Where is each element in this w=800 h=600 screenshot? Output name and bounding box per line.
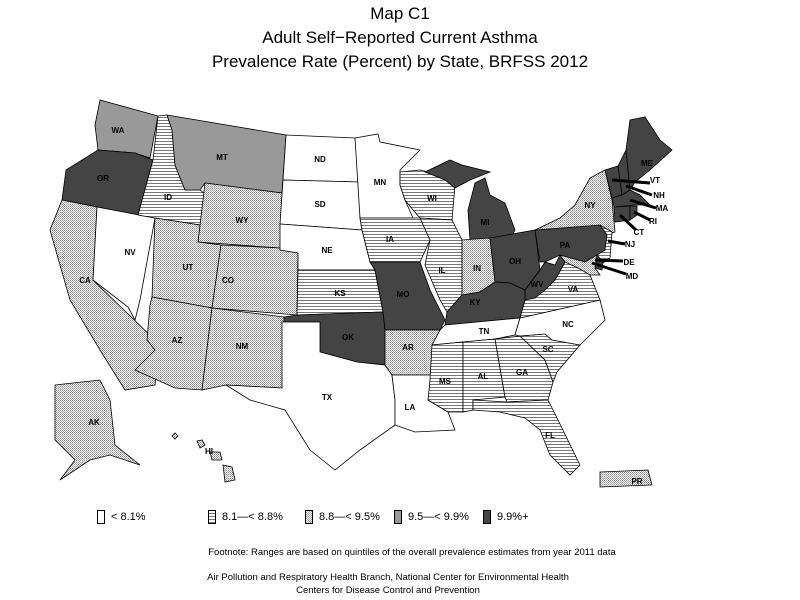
state-fl bbox=[472, 399, 581, 476]
state-label-ky: KY bbox=[469, 298, 481, 307]
state-label-ny: NY bbox=[584, 201, 596, 210]
state-label-ga: GA bbox=[516, 368, 528, 377]
state-label-ia: IA bbox=[386, 235, 394, 244]
state-ny bbox=[534, 169, 616, 236]
state-label-tn: TN bbox=[479, 327, 490, 336]
state-label-mn: MN bbox=[374, 178, 387, 187]
legend-swatch bbox=[208, 510, 216, 524]
legend-label: 8.8—< 9.5% bbox=[319, 511, 380, 523]
legend-label: < 8.1% bbox=[111, 511, 146, 523]
map-title: Map C1 bbox=[370, 4, 430, 23]
state-ct bbox=[613, 205, 631, 223]
state-hi bbox=[222, 464, 236, 483]
state-ia bbox=[359, 217, 431, 263]
state-label-oh: OH bbox=[509, 257, 521, 266]
leader-line-nj bbox=[607, 239, 626, 246]
state-md bbox=[559, 254, 601, 276]
state-pr bbox=[599, 469, 653, 488]
state-label-ms: MS bbox=[439, 377, 452, 386]
state-label-il: IL bbox=[438, 266, 445, 275]
state-label-in: IN bbox=[473, 264, 481, 273]
legend-item-lt-8-1: < 8.1% bbox=[97, 510, 146, 524]
state-wa bbox=[94, 99, 159, 159]
state-hi bbox=[171, 432, 179, 440]
state-label-mt: MT bbox=[216, 153, 228, 162]
state-label-co: CO bbox=[222, 276, 234, 285]
leader-line-ri bbox=[633, 210, 651, 222]
map-subtitle-2: Prevalence Rate (Percent) by State, BRFS… bbox=[211, 52, 589, 71]
state-label-nv: NV bbox=[124, 248, 136, 257]
state-label-tx: TX bbox=[322, 393, 333, 402]
state-label-ut: UT bbox=[183, 263, 194, 272]
leader-line-ct bbox=[618, 213, 638, 232]
state-mi bbox=[467, 177, 516, 241]
state-label-wy: WY bbox=[236, 216, 250, 225]
state-label-ma: MA bbox=[656, 204, 669, 213]
state-label-mi: MI bbox=[481, 218, 490, 227]
legend-swatch bbox=[305, 510, 313, 524]
state-label-mo: MO bbox=[397, 290, 410, 299]
state-label-md: MD bbox=[626, 272, 639, 281]
state-label-nm: NM bbox=[236, 342, 249, 351]
state-label-az: AZ bbox=[172, 336, 183, 345]
state-label-ct: CT bbox=[634, 228, 645, 237]
state-label-wa: WA bbox=[112, 126, 125, 135]
credit-line-2: Centers for Disease Control and Preventi… bbox=[296, 585, 480, 596]
state-label-or: OR bbox=[97, 174, 109, 183]
state-label-pr: PR bbox=[631, 477, 642, 486]
state-ak bbox=[54, 379, 141, 481]
state-label-sd: SD bbox=[314, 200, 325, 209]
state-tx bbox=[225, 321, 396, 471]
credit-line-1: Air Pollution and Respiratory Health Bra… bbox=[207, 572, 569, 583]
state-label-ne: NE bbox=[321, 246, 333, 255]
state-label-wi: WI bbox=[427, 194, 437, 203]
leader-line-ma bbox=[629, 198, 657, 210]
leader-line-de bbox=[594, 258, 624, 263]
state-label-al: AL bbox=[478, 372, 489, 381]
state-label-ar: AR bbox=[402, 343, 414, 352]
legend-item-9-9-plus: 9.9%+ bbox=[483, 510, 529, 524]
state-label-nj: NJ bbox=[625, 240, 635, 249]
state-label-pa: PA bbox=[560, 241, 571, 250]
state-hi bbox=[196, 439, 206, 449]
state-label-va: VA bbox=[568, 285, 579, 294]
state-nc bbox=[514, 299, 606, 346]
state-label-nd: ND bbox=[314, 155, 326, 164]
legend-swatch bbox=[394, 510, 402, 524]
state-label-ca: CA bbox=[79, 276, 91, 285]
legend-swatch bbox=[97, 510, 105, 524]
state-label-de: DE bbox=[623, 258, 635, 267]
state-label-nh: NH bbox=[653, 191, 665, 200]
state-label-ak: AK bbox=[88, 418, 100, 427]
state-label-me: ME bbox=[641, 159, 654, 168]
state-label-wv: WV bbox=[531, 280, 545, 289]
legend-swatch bbox=[483, 510, 491, 524]
state-label-ri: RI bbox=[649, 217, 657, 226]
legend-label: 9.5—< 9.9% bbox=[408, 511, 469, 523]
legend-item-8-8-9-5: 8.8—< 9.5% bbox=[305, 510, 380, 524]
footnote: Footnote: Ranges are based on quintiles … bbox=[208, 547, 616, 558]
legend-label: 8.1—< 8.8% bbox=[222, 511, 283, 523]
legend-label: 9.9%+ bbox=[497, 511, 529, 523]
legend-item-8-1-8-8: 8.1—< 8.8% bbox=[208, 510, 283, 524]
state-label-sc: SC bbox=[542, 345, 553, 354]
leader-line-md bbox=[591, 261, 627, 276]
map-subtitle: Adult Self−Reported Current Asthma bbox=[262, 28, 538, 47]
state-label-nc: NC bbox=[562, 320, 574, 329]
state-mi bbox=[424, 159, 492, 189]
state-label-fl: FL bbox=[545, 431, 555, 440]
legend-item-9-5-9-9: 9.5—< 9.9% bbox=[394, 510, 469, 524]
leader-line-vt bbox=[611, 178, 651, 185]
state-label-hi: HI bbox=[205, 447, 213, 456]
state-label-vt: VT bbox=[650, 176, 660, 185]
state-hi bbox=[209, 451, 223, 461]
state-label-id: ID bbox=[164, 193, 172, 202]
state-label-ks: KS bbox=[334, 289, 346, 298]
state-label-la: LA bbox=[405, 403, 416, 412]
state-label-ok: OK bbox=[342, 333, 354, 342]
leader-line-nh bbox=[625, 184, 653, 197]
